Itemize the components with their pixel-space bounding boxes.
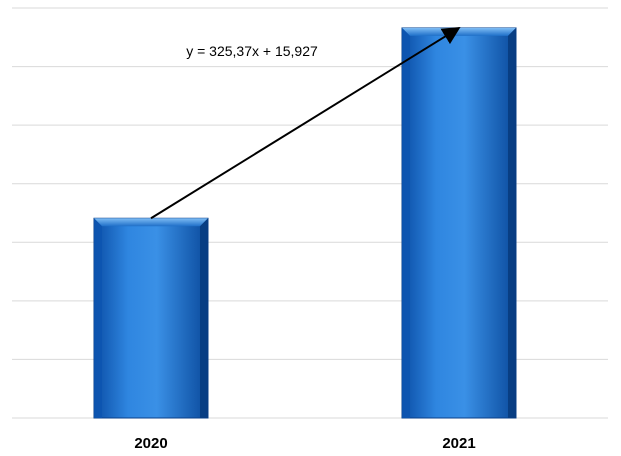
bar-top-bevel (94, 218, 208, 226)
trendline-equation: y = 325,37x + 15,927 (186, 43, 318, 59)
bar-2020 (94, 218, 208, 418)
bar-top-bevel (402, 28, 516, 36)
x-tick-labels: 2020 2021 (134, 435, 475, 452)
x-tick-label-2020: 2020 (134, 435, 167, 452)
bar-left-bevel (402, 28, 410, 418)
bar-right-bevel (200, 218, 208, 418)
bar-body (94, 218, 208, 418)
bar-right-bevel (508, 28, 516, 418)
bar-left-bevel (94, 218, 102, 418)
x-tick-label-2021: 2021 (442, 435, 475, 452)
bar-body (402, 28, 516, 418)
bar-2021 (402, 28, 516, 418)
